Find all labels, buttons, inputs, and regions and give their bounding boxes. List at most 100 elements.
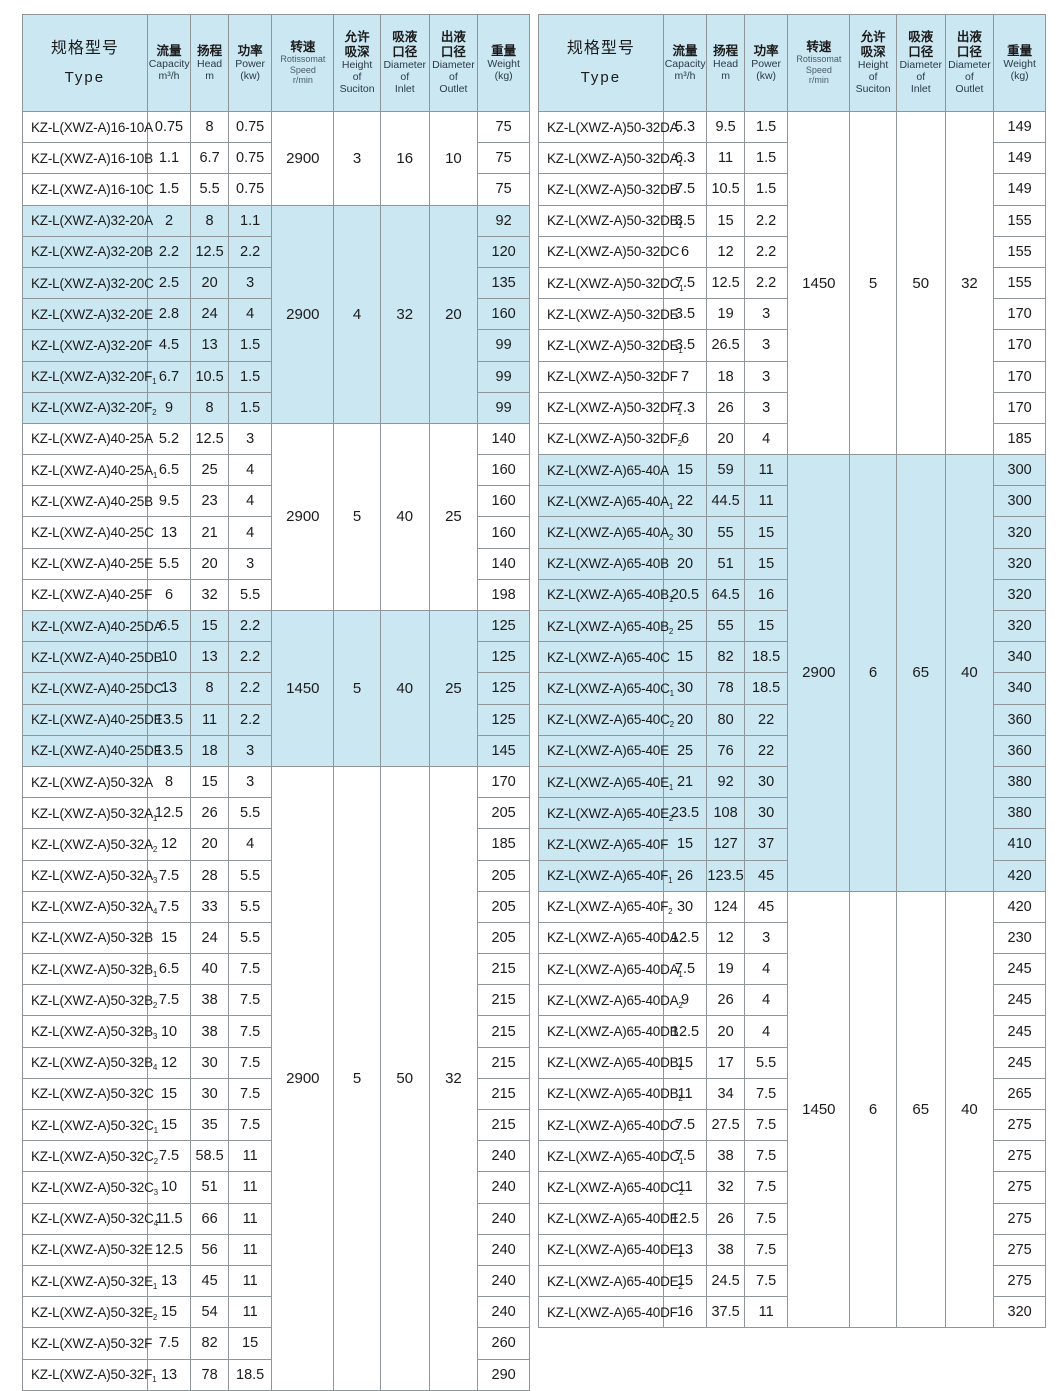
table-row: KZ-L(XWZ-A)16-10C 1.5 5.5 0.75 75 [22,173,530,206]
cell-power: 1.1 [227,204,273,237]
cell-type: KZ-L(XWZ-A)50-32DE1 [538,329,683,362]
cell-capacity: 11.5 [146,1202,192,1235]
cell-type-subscript: 2 [668,907,673,917]
cell-type: KZ-L(XWZ-A)65-40DB1 [538,1046,683,1079]
header-weight-cn: 重量 [1007,43,1033,58]
header-head-cn: 扬程 [197,43,223,58]
cell-head: 51 [706,547,745,580]
cell-power: 2.2 [743,266,789,300]
table-row: KZ-L(XWZ-A)40-25E 5.5 20 3 140 [22,547,530,580]
cell-power: 11 [227,1202,273,1235]
cell-capacity: 1.5 [146,173,192,206]
cell-outlet-diameter: 32 [944,110,995,456]
table-row: KZ-L(XWZ-A)65-40E2 23.5 108 30 380 [538,797,1046,830]
header-suction-height-en1: Height [341,58,373,71]
cell-head: 8 [190,672,229,705]
cell-power: 4 [743,984,789,1017]
cell-capacity: 15 [662,454,708,487]
cell-inlet-diameter: 40 [379,610,430,767]
header-capacity-en1: Capacity [148,57,190,70]
table-row: KZ-L(XWZ-A)50-32B2 7.5 38 7.5 215 [22,984,530,1017]
cell-type: KZ-L(XWZ-A)65-40E1 [538,765,673,799]
table-row: KZ-L(XWZ-A)40-25B 9.5 23 4 160 [22,485,530,518]
cell-capacity: 3.5 [662,204,708,237]
cell-weight: 240 [477,1140,530,1173]
table-row: KZ-L(XWZ-A)50-32DF2 6 20 4 185 [538,422,1046,456]
cell-head: 24.5 [706,1264,745,1298]
cell-weight: 240 [477,1264,530,1298]
cell-weight: 275 [993,1140,1046,1173]
cell-weight: 240 [477,1202,530,1235]
cell-weight: 160 [477,298,530,331]
table-row: KZ-L(XWZ-A)65-40A 15 59 11 2900 6 65 40 300 [538,454,1046,892]
header-suction-height-en2: of [352,71,362,84]
table-row: KZ-L(XWZ-A)50-32C2 7.5 58.5 11 240 [22,1140,530,1173]
cell-power: 11 [227,1264,273,1298]
cell-power: 45 [743,859,789,892]
cell-head: 123.5 [706,859,745,892]
table-row: KZ-L(XWZ-A)65-40A2 30 55 15 320 [538,516,1046,549]
cell-type-subscript: 1 [678,345,683,355]
cell-weight: 140 [477,547,530,580]
cell-weight: 149 [993,173,1046,206]
cell-inlet-diameter: 65 [895,890,946,1329]
cell-type-subscript: 1 [678,221,683,231]
cell-head: 8 [190,110,229,144]
cell-type: KZ-L(XWZ-A)65-40A1 [538,485,673,518]
cell-power: 16 [743,578,789,612]
cell-capacity: 10 [146,641,192,674]
cell-type-subscript: 2 [153,1156,158,1166]
cell-capacity: 11 [662,1171,708,1204]
header-type-en: Type [580,68,622,86]
cell-weight: 160 [477,454,530,487]
cell-head: 6.7 [190,142,229,175]
header-inlet-diameter-en2: of [400,71,410,84]
cell-weight: 320 [993,516,1046,549]
cell-capacity: 2 [146,204,192,237]
table-header-left: 规格型号 Type 流量 Capacity m³/h 扬程 Head m 功率 Power (kw)… [22,14,530,112]
cell-head: 10.5 [706,173,745,206]
cell-weight: 240 [477,1171,530,1204]
cell-inlet-diameter: 50 [379,765,430,1391]
header-inlet-diameter-en2: of [916,71,926,84]
cell-type: KZ-L(XWZ-A)65-40F [538,828,668,861]
cell-weight: 410 [993,828,1046,861]
cell-weight: 125 [477,703,530,736]
cell-capacity: 12.5 [146,1233,192,1266]
cell-capacity: 7.5 [146,859,192,892]
table-row: KZ-L(XWZ-A)32-20B 2.2 12.5 2.2 120 [22,235,530,268]
cell-capacity: 25 [662,734,708,767]
cell-type: KZ-L(XWZ-A)40-25DF [22,734,162,767]
cell-power: 7.5 [743,1077,789,1111]
spec-sheet: 规格型号 Type 流量 Capacity m³/h 扬程 Head m 功率 Power (kw)… [22,14,1046,1391]
cell-weight: 240 [477,1296,530,1329]
cell-type: KZ-L(XWZ-A)50-32DF1 [538,391,682,424]
cell-speed: 2900 [271,111,335,206]
cell-power: 0.75 [227,173,273,206]
cell-speed: 2900 [271,765,335,1391]
cell-power: 4 [227,516,273,549]
cell-suction-height: 5 [849,110,897,456]
header-inlet-diameter-cn2: 口径 [908,44,934,59]
cell-weight: 380 [993,797,1046,830]
cell-power: 18.5 [743,672,789,705]
cell-head: 12.5 [190,235,229,268]
cell-power: 11 [227,1296,273,1329]
cell-weight: 185 [993,422,1046,456]
cell-power: 3 [743,298,789,331]
header-head-cn: 扬程 [713,43,739,58]
cell-type: KZ-L(XWZ-A)65-40C2 [538,703,674,736]
header-cell-capacity: 流量 Capacity m³/h [662,14,708,112]
cell-capacity: 8 [146,765,192,799]
cell-power: 3 [743,391,789,424]
cell-type: KZ-L(XWZ-A)50-32DE [538,298,679,331]
cell-power: 7.5 [743,1202,789,1235]
cell-type-subscript: 3 [152,1032,158,1042]
cell-type: KZ-L(XWZ-A)65-40DB2 [538,1077,683,1111]
header-cell-weight: 重量 Weight (kg) [993,14,1046,112]
cell-suction-height: 5 [333,610,381,767]
table-row: KZ-L(XWZ-A)50-32E 12.5 56 11 240 [22,1233,530,1266]
cell-power: 4 [743,953,789,986]
header-cell-suction-height: 允许 吸深 Height of Suciton [849,14,897,112]
header-capacity-cn: 流量 [672,43,698,58]
